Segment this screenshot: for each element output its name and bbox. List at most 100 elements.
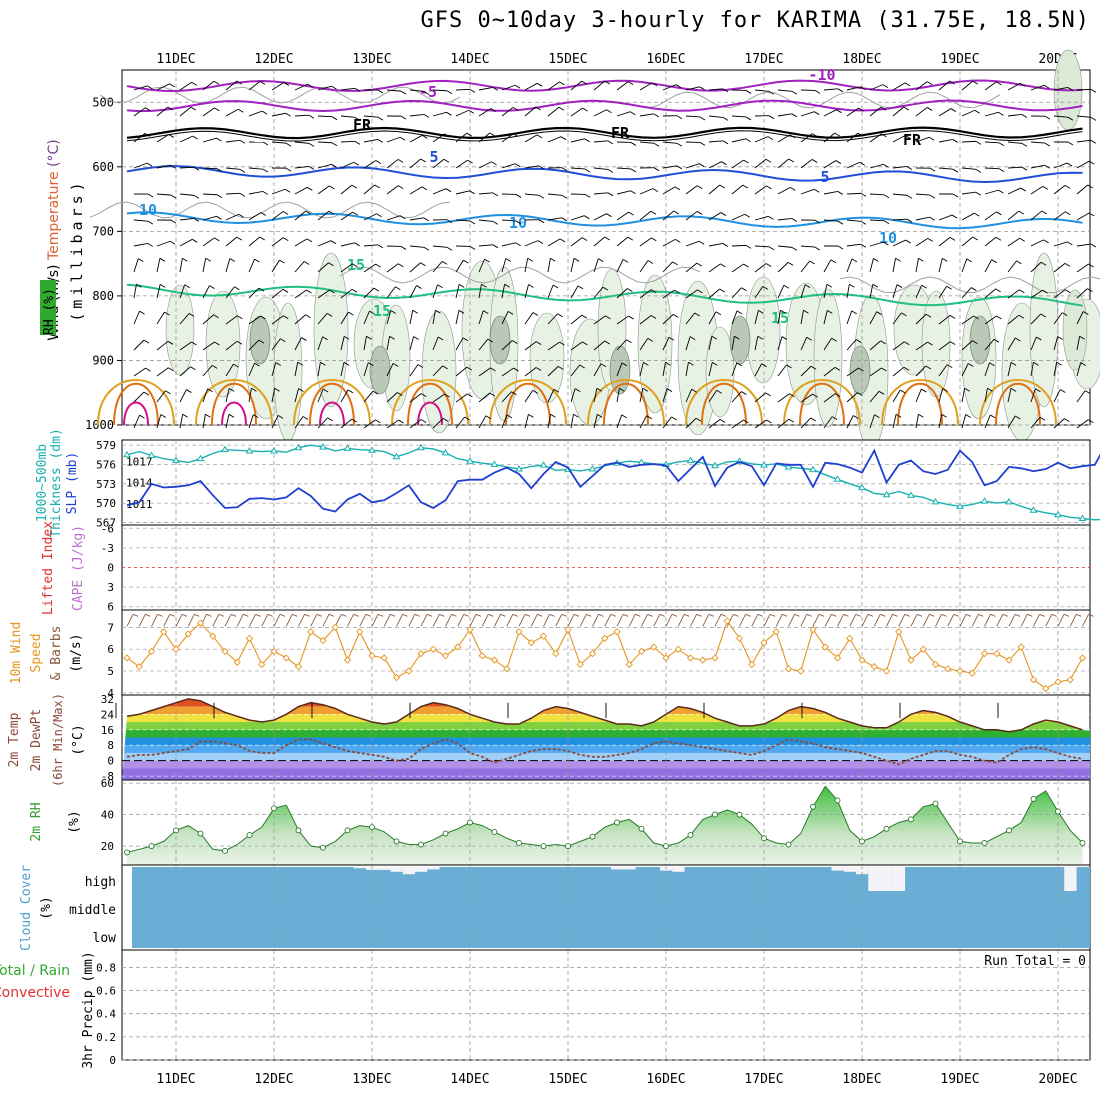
wind-barb-flag <box>423 114 430 118</box>
wind-barb-flag <box>814 90 821 94</box>
rh2m-point <box>932 800 939 807</box>
pressure-tick: 800 <box>92 289 114 303</box>
wind10-barb-flag <box>757 613 763 617</box>
wind-barb-flag <box>193 218 200 222</box>
wind-barb-flag <box>789 134 796 139</box>
wind-barb <box>179 81 192 91</box>
wind-barb-flag <box>991 259 997 264</box>
wind-barb <box>317 289 330 299</box>
wind-barb-flag <box>906 218 913 223</box>
wind-barb-flag <box>372 390 379 395</box>
wind-barb-flag <box>392 363 399 367</box>
wind-barb-flag <box>559 341 565 346</box>
wind-barb-flag <box>968 363 974 367</box>
wind10-point <box>1042 684 1050 693</box>
wind10-barb <box>1008 614 1016 627</box>
temp-contour-10 <box>126 211 1083 230</box>
wind10-barb <box>702 614 710 627</box>
temp-band <box>122 737 1090 746</box>
wind-barb <box>340 140 356 143</box>
wind-barb-flag <box>791 246 798 251</box>
wind-barb-flag <box>537 240 544 245</box>
wind10-barb-flag <box>255 613 261 617</box>
wind-barb-flag <box>190 366 196 371</box>
wind-barb-flag <box>303 261 310 265</box>
wind-barb-flag <box>722 140 729 145</box>
wind-barb-flag <box>136 283 142 288</box>
wind-barb-flag <box>653 142 660 147</box>
wind-barb-flag <box>262 190 268 195</box>
temp-band <box>122 722 1090 730</box>
wind-barb <box>731 287 742 299</box>
wind-barb-flag <box>993 338 1000 343</box>
wind-barb-flag <box>420 419 427 423</box>
high-cloud-bar <box>892 867 906 891</box>
wind-barb-flag <box>395 286 401 291</box>
wind-barb-flag <box>169 240 176 245</box>
wind10-tick: 7 <box>107 621 114 634</box>
wind-barb-flag <box>973 212 980 217</box>
wind-barb <box>547 238 561 247</box>
pressure-tick: 600 <box>92 160 114 174</box>
wind-barb-flag <box>307 83 313 88</box>
wind-barb-flag <box>650 289 657 293</box>
wind-barb-flag <box>573 413 579 418</box>
wind-barb-flag <box>788 158 794 163</box>
wind-barb-flag <box>695 417 702 422</box>
wind-barb-flag <box>743 263 749 268</box>
wind-barb-flag <box>444 393 450 398</box>
wind10-barb-flag <box>892 613 898 617</box>
wind-barb <box>662 141 677 144</box>
wind-barb <box>294 238 308 247</box>
wind10-barb-flag <box>880 613 886 617</box>
wind-barb <box>1030 336 1037 351</box>
wind-barb <box>271 288 284 299</box>
wind-barb <box>800 284 806 299</box>
wind10-point <box>564 625 572 634</box>
wind-barb-flag <box>952 168 959 173</box>
wind-barb-flag <box>423 217 430 222</box>
wind-barb <box>501 107 514 117</box>
wind-barb <box>225 414 230 429</box>
wind-barb <box>547 389 555 403</box>
wind-barb <box>708 362 713 377</box>
wind-barb-flag <box>282 288 289 293</box>
wind-barb-flag <box>375 160 382 164</box>
date-tick-bottom: 16DEC <box>646 1072 685 1087</box>
wind-barb-flag <box>650 315 657 319</box>
wind-barb <box>386 363 394 377</box>
pressure-tick: 1000 <box>85 418 114 432</box>
rh2m-point <box>883 825 890 832</box>
wind-barb <box>340 288 353 299</box>
wind-barb <box>961 140 977 143</box>
wind-barb-flag <box>1041 210 1047 215</box>
wind-barb <box>846 310 853 325</box>
wind-barb <box>340 115 355 118</box>
wind-barb <box>800 133 813 143</box>
wind10-barb <box>273 614 281 627</box>
wind-barb <box>685 336 691 351</box>
wind-barb <box>708 311 717 325</box>
wind-barb-flag <box>647 337 654 342</box>
wind10-barb <box>592 614 599 627</box>
wind-barb-flag <box>998 111 1004 116</box>
wind-barb-flag <box>559 238 566 243</box>
wind-barb <box>616 167 631 170</box>
wind-barb <box>754 336 759 351</box>
wind-barb-flag <box>1066 162 1073 167</box>
temp-band <box>122 745 1090 753</box>
wind-barb <box>892 166 907 169</box>
rh-area-dense <box>609 345 631 395</box>
wind-barb-flag <box>1018 210 1025 215</box>
wind10-point <box>895 628 903 636</box>
wind-barb <box>524 367 537 377</box>
wind-barb-flag <box>147 220 154 225</box>
wind-barb <box>892 239 906 247</box>
wind-barb <box>317 210 330 221</box>
wind-barb-flag <box>343 361 350 366</box>
wind-barb <box>294 314 306 325</box>
wind10-barb-flag <box>132 613 139 617</box>
wind-barb-flag <box>352 263 358 268</box>
wind-barb <box>179 366 191 377</box>
wind-barb-flag <box>377 138 383 143</box>
